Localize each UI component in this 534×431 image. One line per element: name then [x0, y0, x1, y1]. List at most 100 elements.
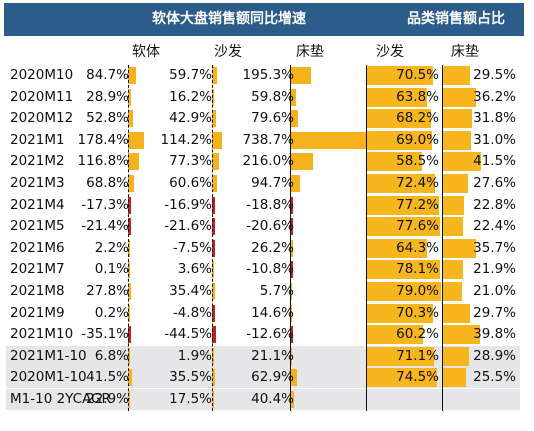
mattress-share-bar: [442, 217, 464, 237]
mattress-growth-bar: [290, 131, 368, 149]
mattress-share-value: 22.8%: [473, 196, 516, 213]
table-row: 2021M1 178.4% 114.2% 738.7% 69.0% 31.0%: [6, 130, 520, 151]
row-label: 2021M7: [10, 261, 65, 278]
column-separator: [366, 65, 367, 411]
mattress-share-value: 25.5%: [473, 369, 516, 386]
softbody-growth-bar: [128, 239, 130, 257]
row-label: M1-10 2YCAGR: [10, 391, 111, 407]
mattress-share-value: 28.9%: [473, 347, 516, 364]
sofa-growth-value: -21.6%: [164, 218, 212, 235]
row-label: 2020M11: [10, 88, 74, 105]
mattress-share-bar: [442, 130, 472, 150]
column-header-mattress-growth: 床垫: [296, 44, 324, 60]
row-label: 2021M10: [10, 326, 74, 343]
sofa-share-value: 70.3%: [396, 304, 439, 321]
softbody-growth-bar: [128, 304, 130, 322]
sofa-share-value: 74.5%: [396, 369, 439, 386]
sofa-growth-value: -7.5%: [172, 239, 212, 256]
sofa-growth-bar: [212, 326, 216, 344]
table-row: 2021M8 27.8% 35.4% 5.7% 79.0% 21.0%: [6, 281, 520, 302]
mattress-share-bar: [442, 303, 471, 323]
mattress-growth-bar: [290, 391, 295, 408]
mattress-growth-bar: [290, 153, 313, 171]
mattress-share-value: 36.2%: [473, 88, 516, 105]
sofa-growth-value: 114.2%: [160, 131, 212, 148]
mattress-growth-bar: [290, 326, 293, 344]
row-label: 2020M10: [10, 67, 74, 83]
mattress-share-value: 39.8%: [473, 326, 516, 343]
table-row: 2021M6 2.2% -7.5% 26.2% 64.3% 35.7%: [6, 238, 520, 259]
mattress-growth-bar: [290, 304, 292, 322]
mattress-growth-bar: [290, 196, 293, 214]
sofa-share-value: 77.6%: [396, 218, 439, 235]
sofa-growth-value: 17.5%: [169, 391, 212, 407]
mattress-share-bar: [442, 195, 464, 215]
mattress-growth-bar: [290, 110, 299, 128]
softbody-growth-bar: [128, 218, 131, 236]
mattress-share-bar: [442, 368, 467, 388]
sofa-growth-value: -4.8%: [172, 304, 212, 321]
softbody-growth-value: 84.7%: [86, 67, 129, 83]
mattress-share-bar: [442, 109, 473, 129]
row-label: 2021M6: [10, 239, 65, 256]
sofa-growth-value: 35.5%: [169, 369, 212, 386]
sofa-growth-bar: [212, 110, 216, 128]
softbody-growth-bar: [128, 391, 131, 408]
sofa-share-bar: [366, 130, 432, 150]
sofa-share-bar: [366, 368, 437, 388]
softbody-growth-bar: [128, 110, 133, 128]
softbody-growth-bar: [128, 67, 136, 84]
table-row: 2021M2 116.8% 77.3% 216.0% 58.5% 41.5%: [6, 151, 520, 172]
sofa-growth-bar: [212, 218, 215, 236]
softbody-growth-value: 68.8%: [86, 175, 129, 191]
sofa-growth-bar: [212, 196, 215, 214]
table-row: 2021M1-10 6.8% 1.9% 21.1% 71.1% 28.9%: [6, 345, 520, 367]
column-header-sofa-growth: 沙发: [214, 44, 242, 60]
sofa-growth-bar: [212, 391, 214, 408]
row-label: 2021M8: [10, 283, 65, 299]
sofa-share-value: 68.2%: [396, 110, 439, 127]
sofa-growth-value: 35.4%: [169, 283, 212, 299]
sofa-share-bar: [366, 325, 424, 345]
sofa-growth-bar: [212, 347, 214, 365]
mattress-growth-value: -20.6%: [246, 218, 294, 235]
softbody-growth-value: -21.4%: [81, 218, 129, 235]
sofa-growth-bar: [212, 283, 216, 300]
column-separator: [212, 65, 214, 411]
sofa-share-bar: [366, 66, 433, 85]
softbody-growth-value: 0.2%: [94, 304, 129, 321]
sofa-share-value: 79.0%: [396, 283, 439, 299]
sofa-growth-bar: [212, 131, 223, 149]
sofa-share-value: 64.3%: [396, 239, 439, 256]
table-row: 2020M12 52.8% 42.9% 79.6% 68.2% 31.8%: [6, 108, 520, 129]
mattress-share-value: 31.0%: [473, 131, 516, 148]
mattress-share-value: 41.5%: [473, 153, 516, 170]
softbody-growth-value: 178.4%: [77, 131, 129, 148]
mattress-growth-value: 62.9%: [251, 369, 294, 386]
mattress-growth-bar: [290, 239, 293, 257]
sofa-share-bar: [366, 303, 433, 323]
sofa-share-value: 78.1%: [396, 261, 439, 278]
table-row: 2021M4 -17.3% -16.9% -18.8% 77.2% 22.8%: [6, 195, 520, 216]
mattress-growth-bar: [290, 369, 297, 387]
mattress-growth-value: 40.4%: [251, 391, 294, 407]
mattress-growth-value: 14.6%: [251, 304, 294, 321]
row-label: 2020M1-10: [10, 369, 87, 386]
sofa-growth-bar: [212, 153, 219, 171]
sofa-share-bar: [366, 260, 441, 280]
mattress-share-bar: [442, 87, 477, 107]
mattress-growth-value: -12.6%: [246, 326, 294, 343]
mattress-share-value: 35.7%: [473, 239, 516, 256]
sofa-share-value: 63.8%: [396, 88, 439, 105]
table-row: 2021M7 0.1% 3.6% -10.8% 78.1% 21.9%: [6, 259, 520, 280]
mattress-growth-value: 94.7%: [251, 175, 294, 191]
softbody-growth-value: 41.5%: [86, 369, 129, 386]
mattress-share-value: 29.5%: [473, 67, 516, 83]
mattress-growth-bar: [290, 218, 293, 236]
column-header-mattress-share: 床垫: [451, 44, 479, 60]
table-row: 2020M11 28.9% 16.2% 59.8% 63.8% 36.2%: [6, 87, 520, 108]
row-label: 2021M9: [10, 304, 65, 321]
sofa-growth-bar: [212, 67, 218, 84]
sofa-share-value: 72.4%: [396, 175, 439, 191]
row-label: 2021M4: [10, 196, 65, 213]
